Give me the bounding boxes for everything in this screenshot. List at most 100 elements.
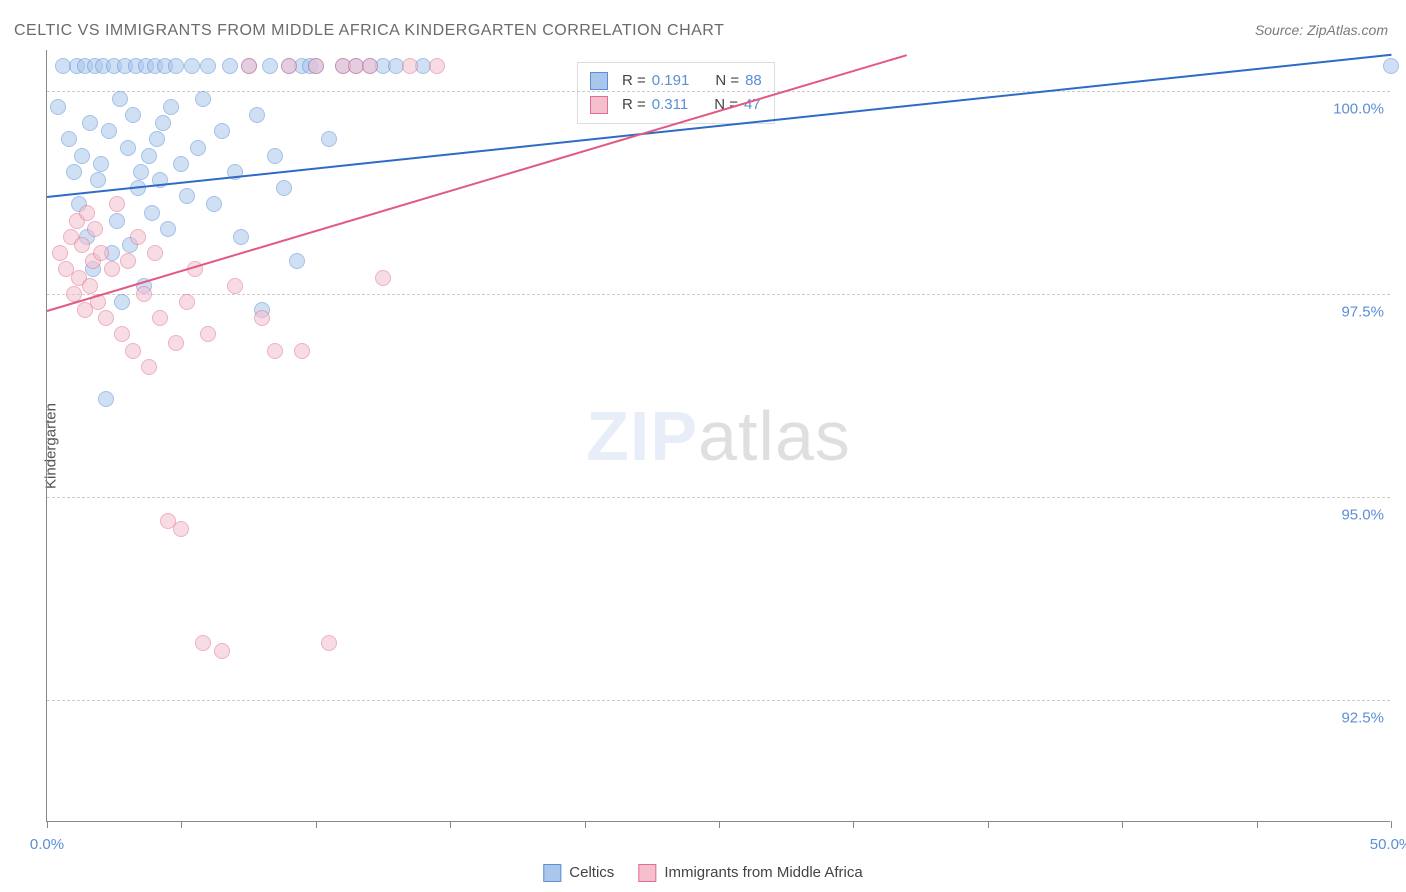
data-point	[109, 213, 125, 229]
data-point	[149, 131, 165, 147]
data-point	[82, 115, 98, 131]
n-value: 47	[744, 93, 761, 117]
x-tick	[181, 821, 182, 828]
data-point	[109, 196, 125, 212]
r-label: R =	[622, 93, 646, 117]
data-point	[144, 205, 160, 221]
data-point	[168, 335, 184, 351]
y-tick-label: 92.5%	[1341, 710, 1384, 727]
data-point	[173, 156, 189, 172]
data-point	[74, 237, 90, 253]
data-point	[168, 58, 184, 74]
data-point	[214, 643, 230, 659]
data-point	[79, 205, 95, 221]
legend-item: Celtics	[543, 864, 614, 882]
data-point	[321, 635, 337, 651]
legend-swatch	[638, 864, 656, 882]
x-tick	[1391, 821, 1392, 828]
r-value: 0.191	[652, 69, 690, 93]
data-point	[112, 91, 128, 107]
data-point	[276, 180, 292, 196]
r-value: 0.311	[652, 93, 688, 117]
n-value: 88	[745, 69, 762, 93]
data-point	[1383, 58, 1399, 74]
data-point	[155, 115, 171, 131]
x-tick	[450, 821, 451, 828]
data-point	[52, 245, 68, 261]
data-point	[160, 221, 176, 237]
data-point	[190, 140, 206, 156]
data-point	[125, 107, 141, 123]
data-point	[114, 326, 130, 342]
x-tick	[853, 821, 854, 828]
data-point	[308, 58, 324, 74]
data-point	[254, 310, 270, 326]
data-point	[267, 343, 283, 359]
data-point	[249, 107, 265, 123]
data-point	[222, 58, 238, 74]
data-point	[98, 391, 114, 407]
data-point	[163, 99, 179, 115]
plot-area: ZIPatlas R = 0.191N = 88R = 0.311N = 47 …	[46, 50, 1390, 822]
data-point	[90, 172, 106, 188]
data-point	[173, 521, 189, 537]
y-tick-label: 97.5%	[1341, 303, 1384, 320]
data-point	[184, 58, 200, 74]
data-point	[195, 91, 211, 107]
data-point	[152, 310, 168, 326]
data-point	[66, 164, 82, 180]
y-tick-label: 100.0%	[1333, 100, 1384, 117]
data-point	[74, 148, 90, 164]
grid-line	[47, 91, 1390, 92]
x-tick	[1257, 821, 1258, 828]
legend-swatch	[590, 96, 608, 114]
data-point	[262, 58, 278, 74]
data-point	[289, 253, 305, 269]
data-point	[87, 221, 103, 237]
data-point	[61, 131, 77, 147]
data-point	[214, 123, 230, 139]
y-tick-label: 95.0%	[1341, 506, 1384, 523]
data-point	[141, 359, 157, 375]
x-tick	[988, 821, 989, 828]
data-point	[267, 148, 283, 164]
data-point	[294, 343, 310, 359]
legend-swatch	[543, 864, 561, 882]
series-legend: Celtics Immigrants from Middle Africa	[543, 864, 862, 882]
stats-legend-row: R = 0.191N = 88	[590, 69, 762, 93]
stats-legend: R = 0.191N = 88R = 0.311N = 47	[577, 62, 775, 124]
data-point	[104, 261, 120, 277]
data-point	[141, 148, 157, 164]
data-point	[179, 294, 195, 310]
data-point	[233, 229, 249, 245]
data-point	[321, 131, 337, 147]
data-point	[206, 196, 222, 212]
r-label: R =	[622, 69, 646, 93]
data-point	[136, 286, 152, 302]
data-point	[120, 140, 136, 156]
data-point	[50, 99, 66, 115]
data-point	[98, 310, 114, 326]
data-point	[82, 278, 98, 294]
source-attribution: Source: ZipAtlas.com	[1255, 22, 1388, 38]
legend-label: Celtics	[569, 864, 614, 881]
data-point	[147, 245, 163, 261]
x-tick	[316, 821, 317, 828]
x-tick	[1122, 821, 1123, 828]
data-point	[241, 58, 257, 74]
watermark: ZIPatlas	[586, 396, 851, 476]
legend-item: Immigrants from Middle Africa	[638, 864, 862, 882]
data-point	[93, 245, 109, 261]
data-point	[281, 58, 297, 74]
legend-label: Immigrants from Middle Africa	[664, 864, 862, 881]
grid-line	[47, 294, 1390, 295]
data-point	[195, 635, 211, 651]
data-point	[200, 326, 216, 342]
x-tick	[47, 821, 48, 828]
data-point	[227, 278, 243, 294]
x-tick-label: 0.0%	[30, 836, 64, 853]
data-point	[133, 164, 149, 180]
data-point	[429, 58, 445, 74]
data-point	[402, 58, 418, 74]
data-point	[130, 229, 146, 245]
